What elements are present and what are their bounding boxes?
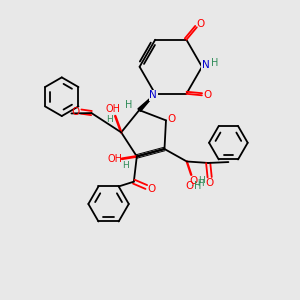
- Text: O: O: [148, 184, 156, 194]
- Text: O: O: [186, 181, 194, 191]
- Text: H: H: [122, 161, 129, 170]
- Text: O: O: [167, 114, 176, 124]
- Text: OH: OH: [106, 104, 121, 115]
- Text: ·H: ·H: [195, 179, 204, 188]
- Text: O: O: [203, 90, 211, 100]
- Text: N: N: [202, 60, 210, 70]
- Text: O: O: [197, 19, 205, 29]
- Text: H: H: [106, 116, 113, 124]
- Text: N: N: [149, 90, 157, 100]
- Text: H: H: [198, 176, 205, 185]
- Text: O: O: [190, 176, 198, 186]
- Text: O: O: [206, 178, 214, 188]
- Text: ·H: ·H: [191, 181, 202, 191]
- Text: OH: OH: [107, 154, 122, 164]
- Text: O: O: [72, 106, 80, 117]
- Text: H: H: [125, 100, 133, 110]
- Text: H: H: [211, 58, 218, 68]
- Polygon shape: [138, 94, 155, 111]
